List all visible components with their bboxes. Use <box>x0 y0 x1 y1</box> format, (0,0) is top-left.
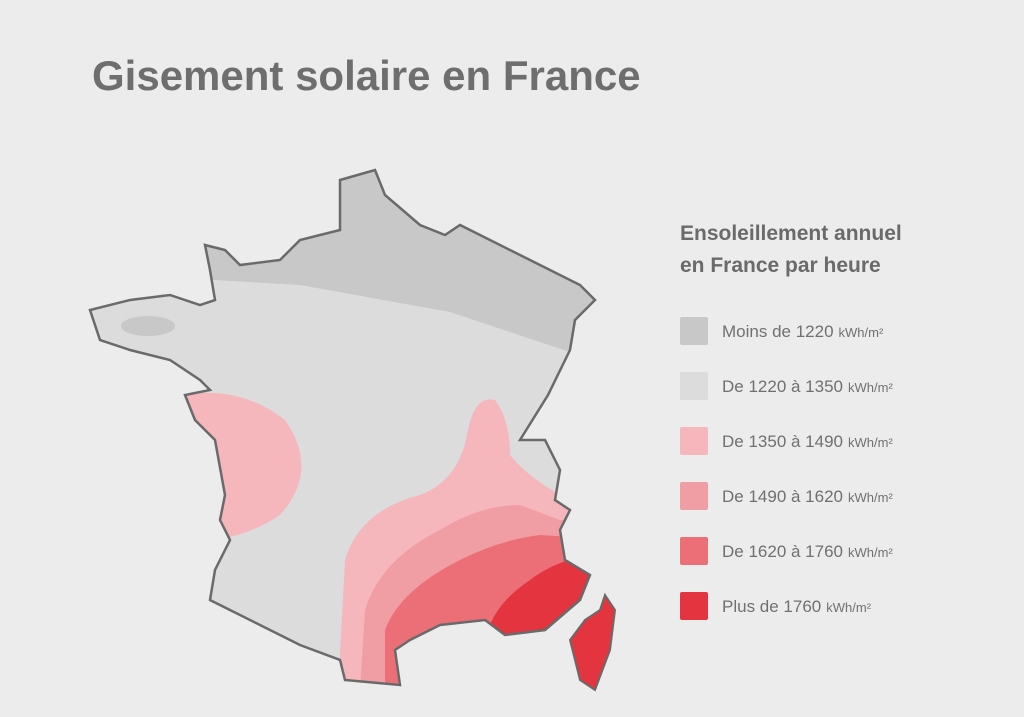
legend-swatch <box>680 372 708 400</box>
legend-item: De 1620 à 1760 kWh/m² <box>722 542 893 561</box>
legend-unit: kWh/m² <box>848 380 893 395</box>
legend-swatch <box>680 317 708 345</box>
title: Gisement solaire en France <box>92 52 641 99</box>
legend-swatch <box>680 427 708 455</box>
legend-label: De 1620 à 1760 <box>722 542 843 561</box>
legend-item: Plus de 1760 kWh/m² <box>722 597 872 616</box>
legend-unit: kWh/m² <box>848 435 893 450</box>
region-zone <box>568 592 617 692</box>
legend-unit: kWh/m² <box>839 325 884 340</box>
legend-label: Plus de 1760 <box>722 597 821 616</box>
legend-item: De 1490 à 1620 kWh/m² <box>722 487 893 506</box>
legend-swatch <box>680 592 708 620</box>
legend-label: De 1490 à 1620 <box>722 487 843 506</box>
legend-item: De 1350 à 1490 kWh/m² <box>722 432 893 451</box>
legend-label: De 1350 à 1490 <box>722 432 843 451</box>
legend-item: Moins de 1220 kWh/m² <box>722 322 884 341</box>
legend-unit: kWh/m² <box>848 545 893 560</box>
region-zone <box>121 316 175 336</box>
legend-unit: kWh/m² <box>848 490 893 505</box>
legend-swatch <box>680 537 708 565</box>
legend-swatch <box>680 482 708 510</box>
legend-unit: kWh/m² <box>826 600 871 615</box>
legend-label: Moins de 1220 <box>722 322 834 341</box>
legend-item: De 1220 à 1350 kWh/m² <box>722 377 893 396</box>
map <box>88 168 617 692</box>
legend-title: Ensoleillement annuel <box>680 222 902 245</box>
legend-label: De 1220 à 1350 <box>722 377 843 396</box>
legend-title: en France par heure <box>680 254 881 277</box>
